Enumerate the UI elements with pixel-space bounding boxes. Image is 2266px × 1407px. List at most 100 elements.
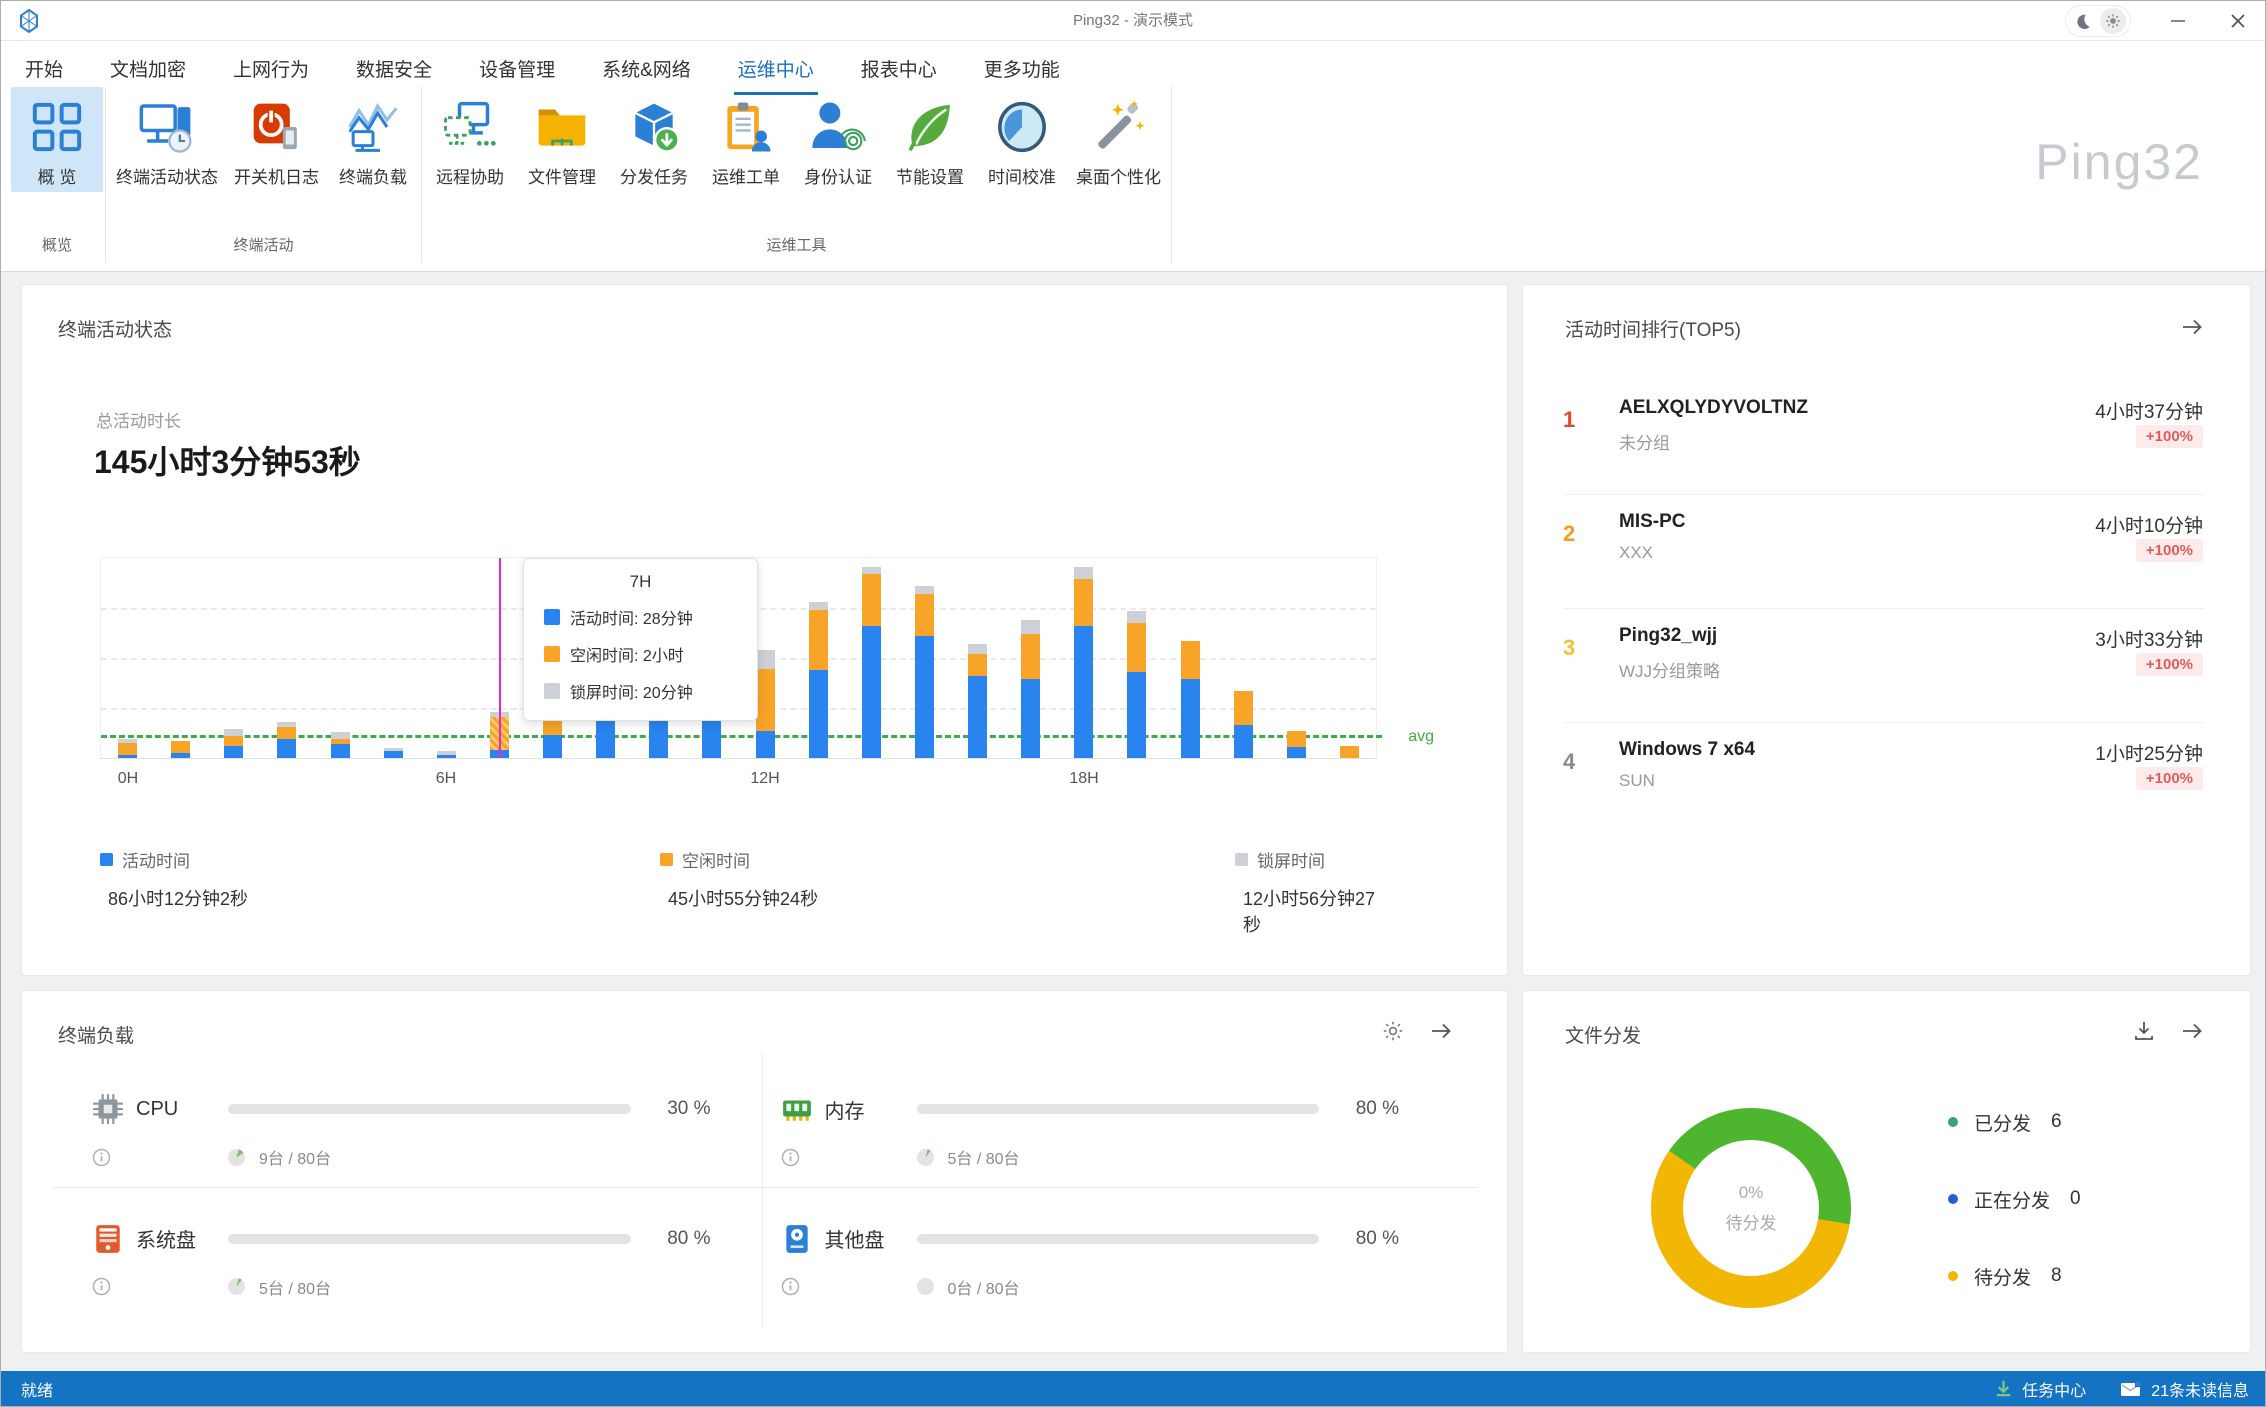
- ranking-more-arrow-icon[interactable]: [2178, 315, 2206, 339]
- bar-15H[interactable]: [898, 558, 951, 758]
- tooltip-text: 锁屏时间: 20分钟: [570, 685, 693, 702]
- load-percent: 30 %: [667, 1098, 711, 1119]
- close-button[interactable]: [2225, 8, 2251, 34]
- status-item-label: 任务中心: [2022, 1382, 2087, 1400]
- terminal-name: Windows 7 x64: [1619, 739, 1756, 760]
- distribution-legend-item: 正在分发 0: [1948, 1186, 2081, 1212]
- menu-tab-9[interactable]: 更多功能: [983, 60, 1060, 81]
- bar-5H[interactable]: [367, 558, 420, 758]
- bar-1H[interactable]: [154, 558, 207, 758]
- mini-pie-icon: [916, 1278, 934, 1295]
- activity-time: 1小时25分钟: [2095, 744, 2203, 765]
- load-item: CPU 30 % 9台 / 80台: [82, 1071, 771, 1201]
- bar-segment: [1127, 611, 1147, 623]
- bar-19H[interactable]: [1110, 558, 1163, 758]
- ranking-row[interactable]: 4 Windows 7 x64 SUN 1小时25分钟 +100%: [1563, 723, 2205, 837]
- ribbon-button[interactable]: 概 览: [11, 87, 103, 192]
- menu-tab-5[interactable]: 设备管理: [479, 60, 556, 81]
- bar-2H[interactable]: [207, 558, 260, 758]
- bar-14H[interactable]: [845, 558, 898, 758]
- legend-item: 活动时间 86小时12分钟2秒: [100, 847, 248, 911]
- distribution-more-arrow-icon[interactable]: [2178, 1019, 2206, 1043]
- menu-tab-6[interactable]: 系统&网络: [602, 60, 691, 81]
- activity-bar-chart[interactable]: avg 7H 活动时间: 28分钟 空闲时间: 2小时 锁屏时间: 20分钟 0…: [100, 557, 1434, 787]
- delta-badge: +100%: [2135, 653, 2203, 676]
- ribbon-button[interactable]: 文件管理: [516, 87, 608, 192]
- load-settings-gear-icon[interactable]: [1381, 1019, 1405, 1043]
- bar-21H[interactable]: [1217, 558, 1270, 758]
- bar-segment: [968, 676, 988, 758]
- ribbon-button[interactable]: 时间校准: [976, 87, 1068, 192]
- bar-4H[interactable]: [314, 558, 367, 758]
- bar-13H[interactable]: [792, 558, 845, 758]
- bar-20H[interactable]: [1164, 558, 1217, 758]
- ranking-row[interactable]: 1 AELXQLYDYVOLTNZ 未分组 4小时37分钟 +100%: [1563, 381, 2205, 495]
- menu-tab-7[interactable]: 运维中心: [733, 55, 818, 95]
- ribbon-button[interactable]: 开关机日志: [226, 87, 327, 192]
- ribbon-button[interactable]: 运维工单: [700, 87, 792, 192]
- bar-18H[interactable]: [1057, 558, 1110, 758]
- tooltip-swatch: [544, 609, 560, 625]
- ribbon-button[interactable]: 节能设置: [884, 87, 976, 192]
- bar-0H[interactable]: [101, 558, 154, 758]
- terminal-group: WJJ分组策略: [1619, 662, 1721, 681]
- bar-3H[interactable]: [260, 558, 313, 758]
- menu-tab-3[interactable]: 上网行为: [233, 60, 310, 81]
- status-bar-item[interactable]: 21条未读信息: [2120, 1377, 2249, 1401]
- minimize-button[interactable]: [2165, 8, 2191, 34]
- mail-unread-icon: [2120, 1380, 2142, 1398]
- status-bar-item[interactable]: 任务中心: [1994, 1377, 2086, 1401]
- distribution-donut-chart[interactable]: 0% 待分发: [1651, 1108, 1851, 1308]
- bar-segment: [1021, 634, 1041, 679]
- terminal-group: XXX: [1619, 543, 1654, 562]
- bar-segment: [383, 748, 403, 751]
- menu-tab-8[interactable]: 报表中心: [860, 60, 937, 81]
- ribbon-button[interactable]: 分发任务: [608, 87, 700, 192]
- theme-toggle[interactable]: [2065, 5, 2131, 37]
- brand-logo: Ping32: [2035, 134, 2203, 190]
- ribbon-group-label: 概览: [41, 237, 72, 254]
- bar-6H[interactable]: [420, 558, 473, 758]
- info-icon[interactable]: [781, 1148, 800, 1167]
- donut-center: 0% 待分发: [1683, 1140, 1819, 1276]
- mini-pie-icon: [916, 1148, 934, 1166]
- load-more-arrow-icon[interactable]: [1427, 1019, 1455, 1043]
- ranking-row[interactable]: 3 Ping32_wjj WJJ分组策略 3小时33分钟 +100%: [1563, 609, 2205, 723]
- tooltip-row: 空闲时间: 2小时: [544, 642, 757, 666]
- rank-number: 4: [1563, 749, 1576, 774]
- ribbon-button[interactable]: 身份认证: [792, 87, 884, 192]
- info-icon[interactable]: [781, 1277, 800, 1296]
- ribbon-button-label: 文件管理: [528, 168, 596, 187]
- bar-segment: [1180, 679, 1200, 758]
- ribbon-button[interactable]: 终端活动状态: [108, 87, 226, 192]
- ranking-panel-title: 活动时间排行(TOP5): [1565, 320, 1741, 341]
- menu-tab-1[interactable]: 开始: [25, 60, 64, 81]
- info-icon[interactable]: [92, 1277, 111, 1296]
- identity-fingerprint-icon: [810, 99, 866, 155]
- distribution-download-icon[interactable]: [2132, 1019, 2156, 1043]
- bar-segment: [914, 594, 934, 636]
- dark-mode-icon[interactable]: [2070, 8, 2096, 34]
- ranking-panel: 活动时间排行(TOP5) 1 AELXQLYDYVOLTNZ 未分组 4小时37…: [1522, 284, 2251, 976]
- info-icon[interactable]: [92, 1148, 111, 1167]
- menu-tab-2[interactable]: 文档加密: [110, 60, 187, 81]
- bar-17H[interactable]: [1004, 558, 1057, 758]
- bar-22H[interactable]: [1270, 558, 1323, 758]
- load-count: 9台 / 80台: [259, 1151, 332, 1168]
- ribbon-button[interactable]: 桌面个性化: [1068, 87, 1169, 192]
- bar-16H[interactable]: [951, 558, 1004, 758]
- load-grid: CPU 30 % 9台 / 80台 内存 80 %: [82, 1071, 1459, 1330]
- terminal-name: Ping32_wjj: [1619, 625, 1718, 646]
- light-mode-icon[interactable]: [2100, 8, 2126, 34]
- menu-tab-4[interactable]: 数据安全: [356, 60, 433, 81]
- donut-center-percent: 0%: [1738, 1182, 1764, 1202]
- load-item: 系统盘 80 % 5台 / 80台: [82, 1201, 771, 1331]
- ribbon-button[interactable]: 终端负载: [327, 87, 419, 192]
- legend-dot: [1948, 1271, 1958, 1281]
- bar-segment: [543, 735, 563, 758]
- bar-12H[interactable]: [739, 558, 792, 758]
- legend-swatch: [1235, 853, 1248, 866]
- ranking-row[interactable]: 2 MIS-PC XXX 4小时10分钟 +100%: [1563, 495, 2205, 609]
- ribbon-button[interactable]: 远程协助: [424, 87, 516, 192]
- bar-23H[interactable]: [1323, 558, 1376, 758]
